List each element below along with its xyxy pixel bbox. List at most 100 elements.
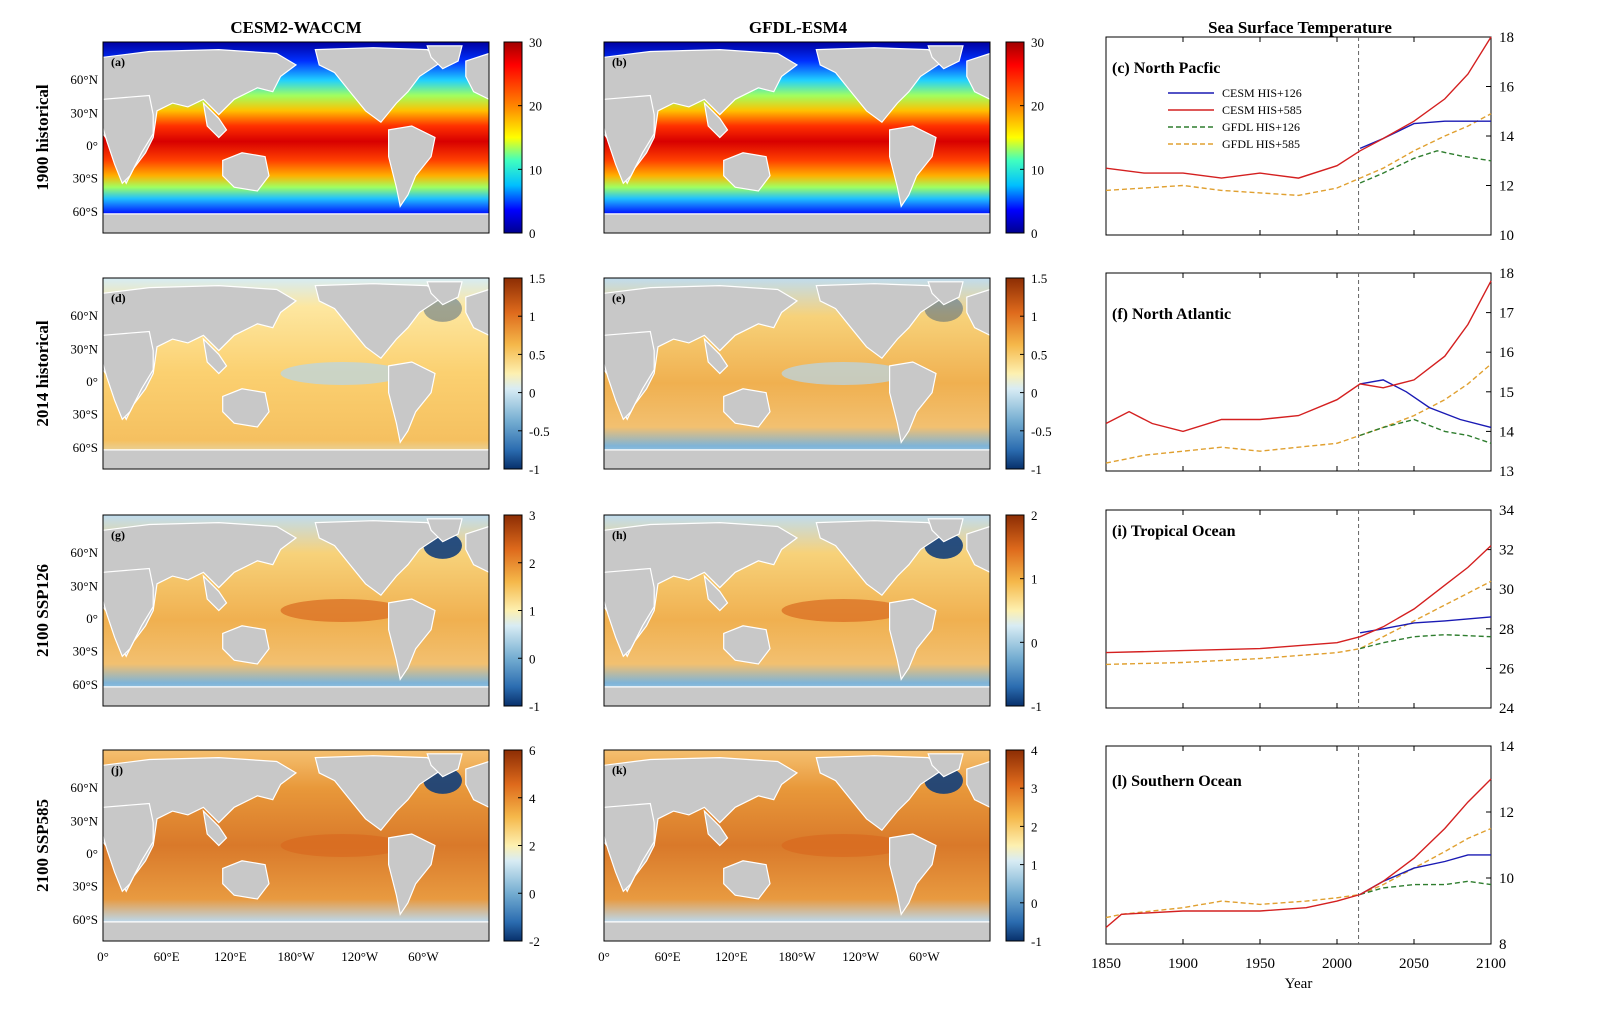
colorbar-label: 0 xyxy=(529,386,536,401)
land-mass xyxy=(703,337,729,375)
lat-label: 0° xyxy=(86,611,98,626)
lat-label: 30°S xyxy=(73,879,98,894)
land-mass xyxy=(927,45,964,70)
sst-chart: 13 14 15 16 17 18 (f) North Atlantic xyxy=(1105,266,1515,480)
colorbar-label: 0 xyxy=(1031,896,1038,911)
land-mass xyxy=(703,809,729,847)
series-line xyxy=(1359,120,1491,150)
colorbar-label: 2 xyxy=(1031,819,1038,834)
colorbar-label: 20 xyxy=(1031,99,1044,114)
legend-label: CESM HIS+585 xyxy=(1222,103,1302,117)
lon-label: 60°W xyxy=(408,949,439,964)
land-mass xyxy=(927,281,964,306)
map-frame xyxy=(102,514,490,707)
lon-label: 180°W xyxy=(779,949,817,964)
plot-frame xyxy=(1105,272,1492,472)
land-mass xyxy=(222,388,270,428)
y-tick-label: 34 xyxy=(1499,503,1515,519)
lon-label: 60°W xyxy=(909,949,940,964)
panel-letter: (g) xyxy=(111,528,125,542)
y-tick-label: 16 xyxy=(1499,345,1515,361)
lon-label: 0° xyxy=(97,949,109,964)
colorbar xyxy=(1005,277,1025,470)
land-mass xyxy=(222,625,270,665)
land-mass xyxy=(927,753,964,778)
x-tick-label: 2050 xyxy=(1399,956,1429,972)
lat-label: 60°S xyxy=(73,204,98,219)
colorbar-label: 1 xyxy=(1031,572,1038,587)
anomaly-band xyxy=(280,834,405,857)
series-line xyxy=(1105,36,1492,179)
land-mass xyxy=(426,281,463,306)
land-mass xyxy=(222,152,270,192)
land-mass xyxy=(202,809,228,847)
map-panel: (h) 2 1 0 -1 xyxy=(603,508,1042,714)
colorbar-label: 2 xyxy=(529,839,536,854)
land-mass xyxy=(102,567,154,658)
y-tick-label: 18 xyxy=(1499,30,1514,46)
series-line xyxy=(1359,379,1492,429)
legend-label: GFDL HIS+126 xyxy=(1222,120,1300,134)
lat-label: 30°S xyxy=(73,644,98,659)
series-line xyxy=(1359,150,1492,184)
colorbar xyxy=(1005,514,1025,707)
colorbar-label: -1 xyxy=(529,462,540,477)
colorbar-label: 3 xyxy=(529,508,536,523)
series-line xyxy=(1105,363,1492,464)
lat-label: 30°N xyxy=(70,106,98,121)
map-panel: (e) 1.5 1 0.5 0 -0.5 -1 xyxy=(603,271,1052,477)
land-mass xyxy=(102,802,154,893)
y-tick-label: 30 xyxy=(1499,582,1514,598)
land-mass xyxy=(723,860,771,900)
lat-label: 60°N xyxy=(70,308,98,323)
anomaly-band xyxy=(781,599,906,622)
land-mass xyxy=(966,52,991,101)
panel-letter: (j) xyxy=(111,763,123,777)
lat-label: 0° xyxy=(86,374,98,389)
colorbar xyxy=(1005,41,1025,234)
row-label: 1900 historical xyxy=(33,84,52,191)
land-mass xyxy=(603,921,991,942)
lat-label: 0° xyxy=(86,138,98,153)
lon-label: 60°E xyxy=(154,949,180,964)
panel-letter: (a) xyxy=(111,55,125,69)
anomaly-band xyxy=(781,834,906,857)
panel-letter: (d) xyxy=(111,291,126,305)
land-mass xyxy=(603,449,991,470)
colorbar-label: -2 xyxy=(529,934,540,949)
series-line xyxy=(1359,418,1492,444)
series-line xyxy=(1105,580,1492,666)
lon-label: 60°E xyxy=(655,949,681,964)
colorbar-label: -1 xyxy=(1031,462,1042,477)
land-mass xyxy=(102,449,490,470)
panel-letter: (e) xyxy=(612,291,625,305)
y-tick-label: 16 xyxy=(1499,80,1515,96)
land-mass xyxy=(202,574,228,612)
map-panel: (j) 60°N 30°N 0° 30°S 60°S 6 4 2 0 -2 xyxy=(70,743,539,949)
map-frame xyxy=(603,514,991,707)
land-mass xyxy=(723,388,771,428)
land-mass xyxy=(966,288,991,337)
y-tick-label: 26 xyxy=(1499,661,1515,677)
panel-letter: (b) xyxy=(612,55,627,69)
colorbar-label: 30 xyxy=(1031,35,1044,50)
land-mass xyxy=(703,101,729,139)
legend-label: GFDL HIS+585 xyxy=(1222,137,1300,151)
y-tick-label: 13 xyxy=(1499,464,1514,480)
x-tick-label: 1900 xyxy=(1168,956,1198,972)
series-line xyxy=(1105,280,1492,433)
colorbar-label: 0 xyxy=(529,226,536,241)
y-tick-label: 24 xyxy=(1499,701,1515,717)
row-label: 2100 SSP585 xyxy=(33,799,52,892)
land-mass xyxy=(314,283,444,360)
colorbar-label: 0 xyxy=(1031,635,1038,650)
y-tick-label: 12 xyxy=(1499,179,1514,195)
land-mass xyxy=(202,337,228,375)
colorbar-label: 1 xyxy=(529,604,536,619)
lon-label: 120°W xyxy=(842,949,880,964)
map-frame xyxy=(603,277,991,470)
land-mass xyxy=(603,94,655,185)
land-mass xyxy=(102,686,490,707)
colorbar-label: 2 xyxy=(1031,508,1038,523)
